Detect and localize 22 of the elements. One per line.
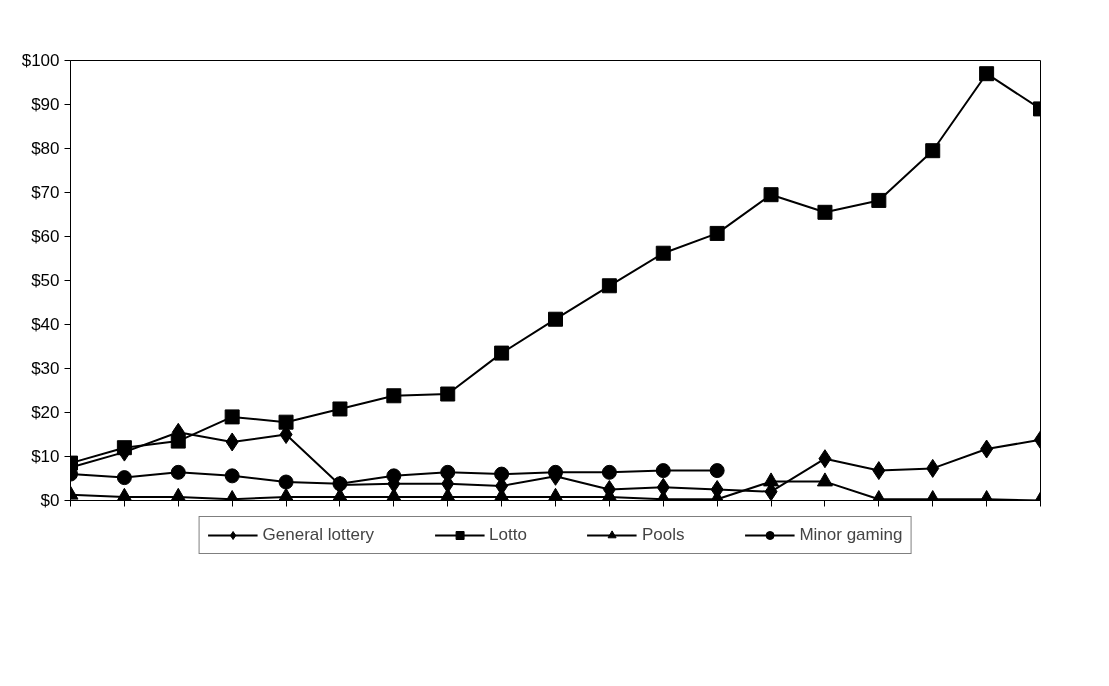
point (709, 463, 725, 479)
y-tick-label: $80 (31, 139, 60, 158)
legend-label: General lottery (262, 525, 375, 545)
point (224, 409, 240, 425)
y-tick-label: $60 (31, 227, 60, 246)
y-tick-label: $30 (31, 359, 60, 378)
y-tick-label: $50 (31, 271, 60, 290)
y-tick-label: $40 (31, 315, 60, 334)
point (494, 345, 510, 361)
y-tick-label: $0 (40, 491, 60, 510)
legend-label: Minor gaming (799, 525, 903, 545)
point (332, 401, 348, 417)
point (763, 187, 779, 203)
y-tick-label: $10 (31, 447, 60, 466)
y-tick-label: $90 (31, 95, 60, 114)
legend-label: Lotto (489, 525, 527, 545)
y-tick-label: $20 (31, 403, 60, 422)
y-tick-label: $70 (31, 183, 60, 202)
point (440, 386, 456, 402)
point (817, 204, 833, 220)
y-tick-label: $100 (21, 51, 60, 70)
legend-label: Pools (641, 525, 685, 545)
